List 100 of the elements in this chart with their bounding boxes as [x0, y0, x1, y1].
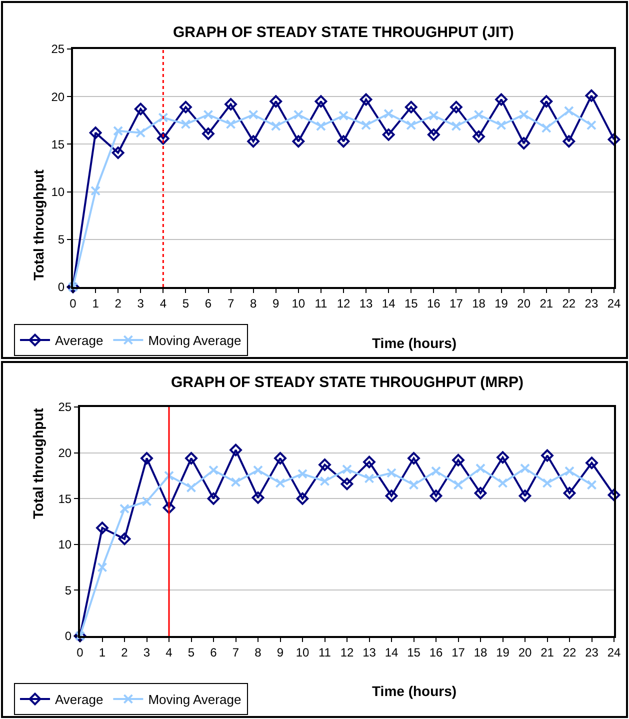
x-tick-label: 21 — [540, 645, 554, 660]
chart-title: GRAPH OF STEADY STATE THROUGHPUT (MRP) — [171, 374, 524, 391]
x-tick-label: 5 — [188, 645, 195, 660]
x-tick-label: 1 — [98, 645, 106, 660]
point — [158, 112, 168, 123]
point — [320, 476, 330, 486]
point — [563, 486, 576, 500]
x-tick-label: 17 — [452, 645, 466, 660]
y-tick-label: 20 — [51, 90, 65, 104]
x-tick-label: 4 — [166, 645, 173, 660]
point — [451, 121, 462, 132]
point — [360, 93, 372, 106]
point — [293, 110, 304, 120]
point — [180, 100, 192, 114]
x-tick-label: 23 — [585, 645, 599, 660]
y-tick-label: 0 — [64, 629, 72, 644]
x-tick-label: 24 — [607, 645, 621, 660]
y-tick-label: 10 — [51, 185, 65, 199]
point — [585, 89, 598, 102]
point — [207, 492, 220, 505]
x-tick-label: 11 — [314, 296, 328, 310]
x-tick-label: 21 — [540, 296, 554, 310]
point — [474, 486, 487, 500]
x-tick-label: 23 — [584, 296, 598, 310]
x-tick-label: 3 — [137, 296, 144, 310]
point — [541, 449, 554, 462]
point — [226, 119, 236, 130]
point — [230, 444, 242, 456]
point — [518, 137, 530, 150]
x-tick-label: 19 — [496, 645, 510, 660]
x-tick-label: 3 — [143, 645, 150, 660]
point — [202, 128, 214, 140]
point — [385, 490, 398, 502]
legend-label: Moving Average — [148, 692, 242, 708]
point — [586, 120, 596, 130]
x-tick-label: 19 — [494, 296, 508, 310]
point — [496, 451, 509, 464]
point — [142, 496, 152, 506]
point — [274, 452, 286, 464]
x-tick-label: 8 — [250, 296, 257, 310]
point — [89, 126, 102, 139]
point — [472, 130, 485, 143]
y-tick-label: 5 — [64, 583, 72, 598]
point — [342, 464, 352, 474]
point — [384, 108, 394, 119]
point — [498, 478, 508, 488]
point — [314, 95, 328, 108]
x-tick-label: 5 — [182, 296, 190, 310]
x-axis-title: Time (hours) — [372, 335, 457, 351]
point — [186, 482, 196, 493]
point — [495, 93, 508, 106]
x-tick-label: 0 — [76, 645, 84, 660]
x-tick-label: 24 — [607, 296, 621, 310]
x-tick-label: 6 — [204, 296, 212, 310]
x-tick-label: 20 — [517, 296, 531, 310]
point — [230, 477, 241, 488]
y-tick-label: 15 — [51, 137, 65, 152]
point — [518, 490, 532, 502]
y-tick-label: 10 — [58, 538, 72, 552]
point — [156, 132, 170, 145]
point — [518, 110, 529, 120]
point — [164, 470, 174, 481]
point — [118, 532, 131, 546]
x-tick-label: 7 — [232, 645, 240, 660]
point — [496, 120, 506, 130]
x-tick-label: 16 — [429, 645, 443, 660]
point — [386, 468, 396, 478]
x-tick-label: 14 — [384, 645, 398, 660]
x-tick-label: 13 — [362, 645, 376, 660]
y-tick-label: 0 — [58, 280, 65, 294]
legend-label: Average — [55, 333, 104, 348]
x-tick-label: 9 — [276, 645, 284, 660]
point — [296, 492, 309, 505]
point — [541, 123, 552, 134]
point — [542, 478, 552, 488]
y-tick-label: 15 — [58, 492, 72, 506]
point — [203, 110, 214, 120]
chart-title: GRAPH OF STEADY STATE THROUGHPUT (JIT) — [173, 24, 514, 41]
point — [586, 456, 598, 470]
point — [180, 119, 191, 130]
x-tick-label: 10 — [292, 296, 306, 310]
x-tick-label: 18 — [474, 645, 488, 660]
point — [363, 456, 376, 468]
point — [361, 120, 372, 130]
x-tick-label: 2 — [114, 296, 122, 310]
x-tick-label: 6 — [210, 645, 218, 660]
point — [208, 465, 218, 476]
point — [247, 135, 260, 148]
point — [97, 562, 108, 572]
point — [337, 135, 350, 148]
x-tick-label: 13 — [359, 296, 374, 310]
point — [185, 452, 198, 464]
point — [270, 121, 281, 132]
x-tick-label: 1 — [92, 296, 100, 310]
point — [608, 133, 620, 146]
y-tick-label: 5 — [58, 232, 65, 247]
legend-label: Average — [55, 692, 104, 708]
x-tick-label: 9 — [272, 296, 280, 310]
x-tick-label: 22 — [562, 645, 576, 660]
point — [520, 463, 530, 474]
